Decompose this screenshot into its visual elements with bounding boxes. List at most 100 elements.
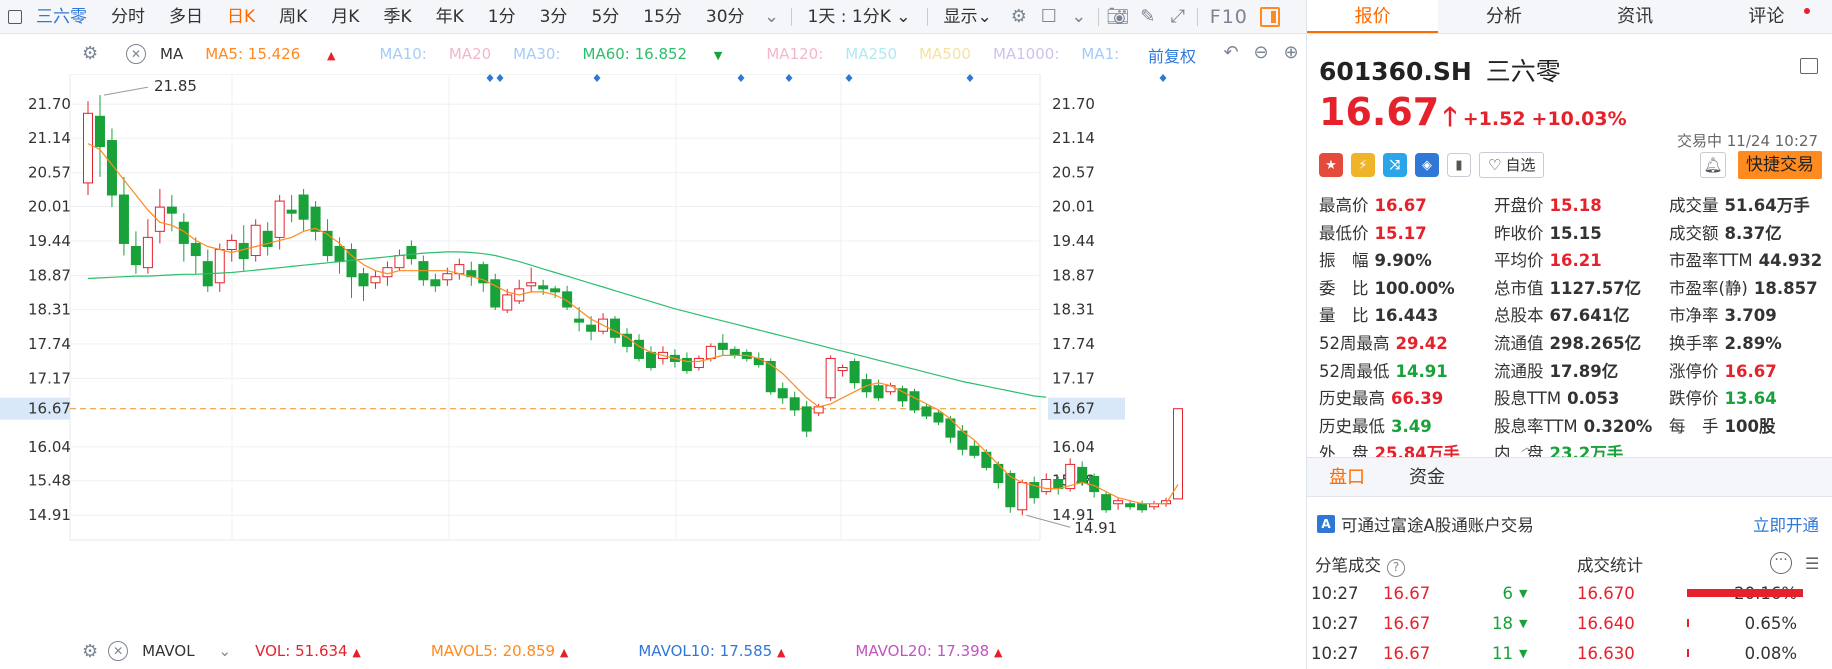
checkbox-icon[interactable]: ☐	[1040, 6, 1057, 27]
y-tick-label-left: 21.70	[28, 95, 71, 113]
adjust-mode-button[interactable]: 前复权	[1148, 47, 1197, 66]
tag-icon[interactable]: ◈	[1415, 153, 1439, 177]
sidebar-toggle-icon[interactable]	[8, 9, 22, 24]
stat-label: 最高价	[1319, 196, 1369, 215]
f10-button[interactable]: F10	[1209, 5, 1248, 28]
period-30min[interactable]: 30分	[705, 6, 745, 27]
period-intraday[interactable]: 分时	[111, 6, 145, 27]
stat-percent: 0.65%	[1744, 613, 1797, 633]
vol-close-icon[interactable]: ✕	[108, 641, 129, 661]
period-1min[interactable]: 1分	[487, 6, 516, 27]
period-multiday[interactable]: 多日	[169, 6, 203, 27]
ma30-value: MA30:	[513, 45, 561, 63]
help-icon[interactable]: ?	[1387, 559, 1405, 577]
y-tick-label-right: 20.01	[1052, 198, 1095, 216]
mavol-label[interactable]: MAVOL	[142, 642, 195, 660]
ma-label[interactable]: MA	[160, 45, 184, 63]
stats-title: 成交统计	[1577, 556, 1643, 575]
stat-item: 成交量 51.64万手	[1669, 192, 1829, 216]
candle-body	[430, 279, 441, 287]
quick-trade-button[interactable]: 快捷交易	[1738, 151, 1822, 179]
camera-icon[interactable]: 📷︎	[1106, 6, 1130, 27]
stat-label: 市盈率TTM	[1669, 251, 1753, 271]
ma-settings-gear-icon[interactable]: ⚙	[82, 43, 99, 64]
alert-bell-icon[interactable]: 🔔︎	[1700, 152, 1726, 178]
y-tick-label-left: 16.04	[28, 438, 71, 456]
candle-body	[837, 367, 848, 372]
stat-item: 开盘价 15.18	[1494, 192, 1669, 216]
stat-label: 开盘价	[1494, 196, 1544, 215]
candle-body	[1017, 482, 1028, 511]
chevron-down-icon[interactable]: ⌄	[1071, 6, 1087, 27]
period-yearly-k[interactable]: 年K	[435, 6, 464, 27]
period-15min[interactable]: 15分	[643, 6, 682, 27]
chart-toolbar: 三六零 分时 多日 日K 周K 月K 季K 年K 1分 3分 5分 15分 30…	[0, 0, 1306, 34]
stat-value: 16.443	[1374, 306, 1439, 326]
stat-item: 平均价 16.21	[1494, 247, 1669, 271]
trade-volume: 18	[1492, 613, 1513, 633]
candle-body	[849, 360, 860, 384]
chevron-down-icon: ⌄	[896, 6, 911, 27]
y-tick-label-left: 16.67	[28, 400, 71, 418]
stat-value: 18.857	[1753, 278, 1818, 298]
candle-body	[406, 245, 417, 260]
stock-name-tab[interactable]: 三六零	[36, 6, 87, 27]
display-menu[interactable]: 显示⌄	[932, 0, 1004, 34]
period-weekly-k[interactable]: 周K	[279, 6, 308, 27]
period-quarterly-k[interactable]: 季K	[383, 6, 412, 27]
stock-name: 三六零	[1485, 57, 1561, 86]
period-daily-k[interactable]: 日K	[227, 6, 256, 27]
period-5min[interactable]: 5分	[591, 6, 620, 27]
bookmark-icon[interactable]: ▮	[1447, 153, 1471, 177]
stat-label: 昨收价	[1494, 223, 1544, 243]
chevron-down-icon[interactable]: ⌄	[218, 642, 232, 660]
add-watchlist-button[interactable]: ♡ 自选	[1479, 152, 1545, 178]
pencil-icon[interactable]: ✎	[1140, 6, 1156, 27]
candle-body	[705, 345, 716, 359]
trade-price: 16.67	[1383, 583, 1431, 603]
y-tick-label-right: 16.67	[1052, 400, 1095, 418]
chevron-down-icon[interactable]: ⌄	[764, 6, 780, 27]
period-monthly-k[interactable]: 月K	[331, 6, 360, 27]
side-panel-toggle-icon[interactable]	[1259, 6, 1280, 27]
zoom-in-icon[interactable]: ⊕	[1283, 42, 1299, 63]
fullscreen-icon[interactable]: ⤢	[1170, 6, 1185, 27]
ma-close-icon[interactable]: ✕	[126, 44, 146, 64]
shuffle-icon[interactable]: ⤨	[1383, 153, 1407, 177]
undo-icon[interactable]: ↶	[1223, 42, 1239, 63]
collapse-panel-icon[interactable]	[1800, 58, 1818, 74]
vol-value: VOL: 51.634 ▲	[255, 642, 361, 660]
settings-gear-icon[interactable]: ⚙	[1010, 6, 1027, 27]
lightning-icon[interactable]: ⚡︎	[1351, 153, 1375, 177]
candle-body	[322, 230, 333, 257]
list-view-icon[interactable]: ☰	[1805, 554, 1820, 573]
ma250-value: MA250	[845, 45, 898, 63]
range-select[interactable]: 1天 : 1分K ⌄	[796, 0, 923, 34]
zoom-out-icon[interactable]: ⊖	[1253, 42, 1269, 63]
a-share-icon: A	[1317, 515, 1335, 533]
open-account-link[interactable]: 立即开通	[1753, 516, 1819, 535]
tab-order-book[interactable]: 盘口	[1329, 467, 1365, 488]
y-tick-label-right: 21.70	[1052, 95, 1095, 113]
stat-item: 市盈率(静) 18.857	[1669, 275, 1829, 299]
tab-analysis[interactable]: 分析	[1485, 6, 1522, 27]
more-options-icon[interactable]: ···	[1770, 552, 1792, 574]
ticks-title-text: 分笔成交	[1315, 556, 1381, 575]
candlestick-chart[interactable]: 21.70 21.70 21.14 21.14 20.57 20.57 20.01 20.01…	[0, 74, 1306, 633]
tab-quote[interactable]: 报价	[1307, 0, 1439, 33]
candle-body	[178, 221, 189, 244]
a-share-promo: A 可通过富途A股通账户交易 立即开通	[1307, 509, 1832, 539]
tab-capital[interactable]: 资金	[1409, 467, 1445, 488]
stat-value: 0.053	[1567, 389, 1620, 409]
mavol5-text: MAVOL5: 20.859	[430, 642, 556, 660]
tab-news[interactable]: 资讯	[1617, 6, 1654, 27]
tab-comments[interactable]: 评论	[1701, 0, 1832, 33]
volume-share-bar	[1687, 619, 1689, 627]
vol-settings-gear-icon[interactable]: ⚙	[82, 640, 99, 662]
china-flag-icon[interactable]: ★	[1319, 153, 1343, 177]
caret-up-icon[interactable]: ︿	[1521, 440, 1534, 454]
candle-body	[286, 209, 297, 214]
period-3min[interactable]: 3分	[539, 6, 568, 27]
stat-label: 成交额	[1669, 223, 1719, 243]
